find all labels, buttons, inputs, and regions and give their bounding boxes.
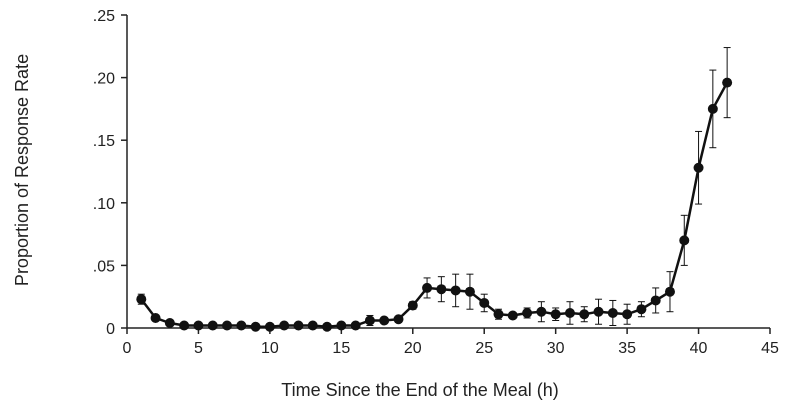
x-tick-label: 35 — [618, 340, 636, 357]
data-point — [136, 294, 147, 305]
data-point — [236, 320, 247, 331]
x-tick-label: 5 — [194, 340, 203, 357]
data-point — [307, 320, 318, 331]
data-point — [664, 286, 675, 297]
y-tick-label: .25 — [93, 8, 115, 25]
data-point — [436, 284, 447, 295]
data-point — [422, 282, 433, 293]
data-point — [493, 309, 504, 320]
data-point — [407, 300, 418, 311]
data-point — [264, 321, 275, 332]
data-point — [222, 320, 233, 331]
data-point — [350, 320, 361, 331]
x-ticks: 0 5 10 15 20 25 30 35 40 45 — [123, 328, 779, 357]
x-tick-label: 20 — [404, 340, 422, 357]
data-point — [479, 297, 490, 308]
data-point — [707, 103, 718, 114]
data-point — [179, 320, 190, 331]
data-point — [193, 320, 204, 331]
data-point — [693, 162, 704, 173]
data-point — [536, 306, 547, 317]
data-point — [279, 320, 290, 331]
data-point — [650, 295, 661, 306]
data-point — [564, 307, 575, 318]
data-point — [636, 304, 647, 315]
x-axis-label: Time Since the End of the Meal (h) — [281, 380, 558, 400]
data-point — [607, 307, 618, 318]
data-point — [579, 309, 590, 320]
y-tick-label: .10 — [93, 196, 115, 213]
data-point — [364, 315, 375, 326]
data-point — [593, 306, 604, 317]
data-point — [336, 320, 347, 331]
error-bars — [137, 47, 731, 329]
data-point — [150, 312, 161, 323]
x-tick-label: 25 — [475, 340, 493, 357]
x-tick-label: 30 — [547, 340, 565, 357]
x-tick-label: 15 — [332, 340, 350, 357]
data-point — [507, 310, 518, 321]
y-tick-label: .20 — [93, 71, 115, 88]
data-point — [464, 286, 475, 297]
data-point — [293, 320, 304, 331]
data-point — [450, 285, 461, 296]
data-point — [522, 307, 533, 318]
data-point — [207, 320, 218, 331]
y-ticks: 0 .05 .10 .15 .20 .25 — [93, 8, 127, 338]
data-point — [722, 77, 733, 88]
y-tick-label: .05 — [93, 258, 115, 275]
x-tick-label: 40 — [690, 340, 708, 357]
data-point — [622, 309, 633, 320]
data-point — [393, 314, 404, 325]
y-axis-label: Proportion of Response Rate — [12, 54, 32, 286]
series-line — [140, 82, 729, 328]
x-tick-label: 0 — [123, 340, 132, 357]
data-point — [379, 315, 390, 326]
y-tick-label: 0 — [106, 321, 115, 338]
y-tick-label: .15 — [93, 133, 115, 150]
x-tick-label: 10 — [261, 340, 279, 357]
data-point — [164, 317, 175, 328]
data-point — [679, 235, 690, 246]
data-point — [250, 321, 261, 332]
x-tick-label: 45 — [761, 340, 779, 357]
axes — [126, 15, 770, 329]
data-points — [136, 77, 733, 332]
data-point — [322, 321, 333, 332]
data-point — [550, 309, 561, 320]
